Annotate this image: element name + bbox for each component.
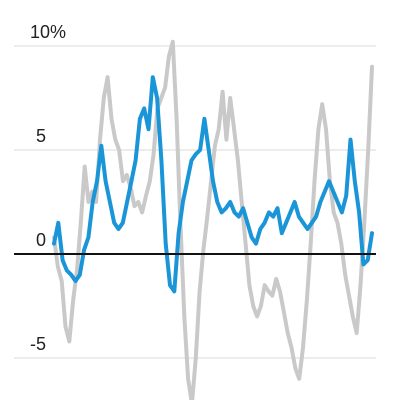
y-tick-labels: 10% 5 0 -5 xyxy=(30,22,66,354)
series-line-gray xyxy=(52,39,374,400)
y-tick-label: 0 xyxy=(36,230,46,250)
series-line-blue xyxy=(52,75,374,294)
series-lines xyxy=(52,39,374,400)
y-tick-label: -5 xyxy=(30,334,46,354)
y-tick-label: 10% xyxy=(30,22,66,42)
y-tick-label: 5 xyxy=(36,126,46,146)
